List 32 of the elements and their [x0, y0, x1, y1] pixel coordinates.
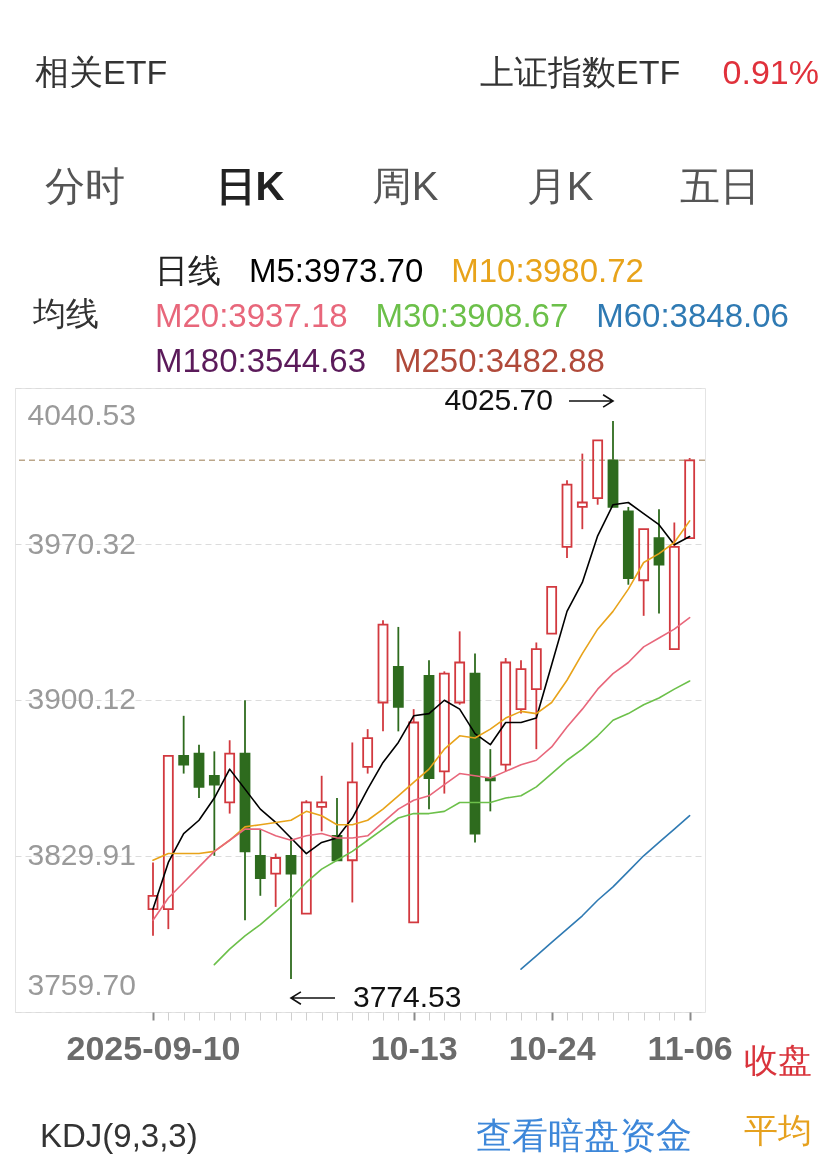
- x-tick-label: 11-06: [647, 1028, 733, 1067]
- text: 相关ETF: [35, 53, 168, 91]
- text: 五日: [680, 164, 760, 208]
- text: 收盘: [744, 1041, 812, 1079]
- text: 平均: [744, 1111, 812, 1149]
- text: 上证指数ETF: [480, 53, 681, 91]
- text: 查看暗盘资金: [476, 1115, 692, 1156]
- y-tick-label: 3970.32: [27, 526, 136, 560]
- text: M60:3848.06: [596, 297, 789, 334]
- annotation: 4025.70: [444, 382, 553, 416]
- legend-label: M180:3544.63: [155, 342, 367, 379]
- legend-label: M250:3482.88: [393, 342, 605, 379]
- text: KDJ(9,3,3): [40, 1117, 198, 1154]
- y-tick-label: 4040.53: [27, 397, 136, 431]
- y-tick-label: 3829.91: [27, 838, 136, 872]
- x-tick-label: 10-13: [370, 1028, 458, 1067]
- legend-title: 日线: [155, 252, 221, 289]
- text: 月K: [526, 164, 594, 208]
- annotation: 3774.53: [353, 980, 462, 1014]
- text: 日K: [215, 164, 285, 208]
- text: M5:3973.70: [249, 252, 424, 289]
- x-tick-label: 2025-09-10: [66, 1028, 241, 1067]
- text: 分时: [45, 164, 125, 208]
- text: 均线: [32, 295, 99, 332]
- text: M10:3980.72: [451, 252, 644, 289]
- text: M20:3937.18: [155, 297, 348, 334]
- x-tick-label: 10-24: [508, 1028, 596, 1067]
- y-tick-label: 3759.70: [27, 967, 136, 1001]
- y-tick-label: 3900.12: [27, 682, 136, 716]
- text: 周K: [371, 164, 439, 208]
- text: 0.91%: [722, 53, 819, 91]
- text: M30:3908.67: [375, 297, 569, 334]
